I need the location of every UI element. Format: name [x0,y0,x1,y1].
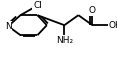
Text: N: N [5,22,12,31]
Text: O: O [89,6,96,15]
Text: Cl: Cl [33,1,42,10]
Text: NH₂: NH₂ [56,36,73,45]
Text: OH: OH [109,21,117,30]
